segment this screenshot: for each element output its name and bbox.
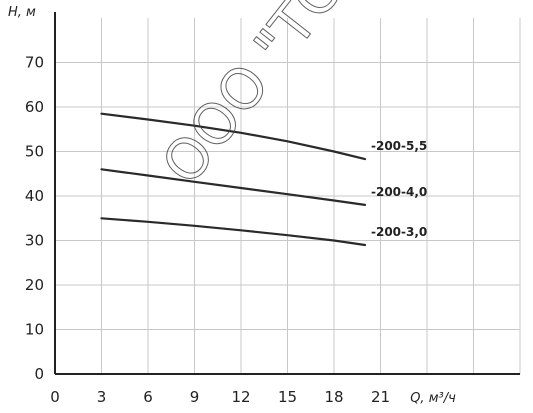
y-axis-title: H, м: [8, 5, 36, 20]
axes-layer: [54, 12, 520, 375]
y-tick-label: 40: [25, 187, 44, 205]
x-tick-label: 21: [371, 388, 390, 406]
series-label-1: -200-5,5: [371, 139, 427, 153]
y-tick-label: 10: [25, 321, 44, 339]
grid-layer: [55, 18, 521, 374]
watermark: ООО "ТСК": [150, 0, 395, 197]
series-line-3: [100, 217, 367, 247]
y-tick-label: 20: [25, 276, 44, 294]
x-tick-label: 0: [50, 388, 60, 406]
y-tick-label: 70: [25, 54, 44, 72]
series-line-2: [100, 168, 367, 206]
x-tick-label: 9: [190, 388, 200, 406]
y-tick-label: 50: [25, 143, 44, 161]
x-tick-label: 18: [324, 388, 343, 406]
x-tick-label: 15: [278, 388, 297, 406]
x-tick-label: 6: [143, 388, 153, 406]
ticks-layer: 0 10 20 30 40 50 60 70 0 3 6 9 12 15 18 21 Q, м³/ч: [25, 54, 456, 407]
series-labels-layer: -200-5,5 -200-4,0 -200-3,0: [371, 139, 427, 239]
series-label-2: -200-4,0: [371, 185, 427, 199]
x-axis-title: Q, м³/ч: [410, 391, 456, 406]
x-tick-label: 3: [97, 388, 107, 406]
y-tick-label: 30: [25, 232, 44, 250]
y-tick-label: 60: [25, 98, 44, 116]
series-line-1: [100, 112, 367, 161]
curves-layer: [100, 112, 367, 247]
y-tick-label: 0: [34, 365, 44, 383]
x-tick-label: 12: [231, 388, 250, 406]
series-label-3: -200-3,0: [371, 225, 427, 239]
